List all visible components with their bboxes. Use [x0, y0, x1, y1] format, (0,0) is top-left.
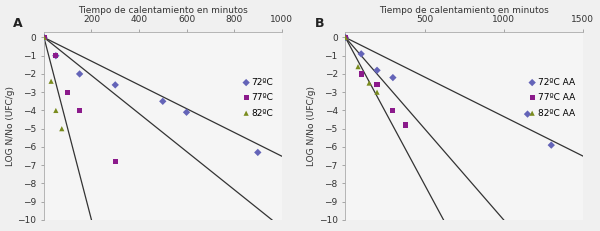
72ºC	[110, 83, 120, 87]
82ºC	[46, 79, 56, 83]
77ºC AA	[401, 123, 410, 127]
72ºC AA	[523, 112, 532, 116]
72ºC	[39, 36, 49, 39]
72ºC	[75, 72, 85, 76]
82ºC	[57, 127, 67, 131]
X-axis label: Tiempo de calentamiento en minutos: Tiempo de calentamiento en minutos	[78, 6, 248, 15]
77ºC	[63, 90, 73, 94]
77ºC	[75, 109, 85, 112]
Y-axis label: LOG N/No (UFC/g): LOG N/No (UFC/g)	[307, 86, 316, 166]
82ºC AA	[364, 81, 374, 85]
82ºC AA	[341, 36, 350, 39]
72ºC AA	[372, 68, 382, 72]
Y-axis label: LOG N/No (UFC/g): LOG N/No (UFC/g)	[5, 86, 14, 166]
Text: A: A	[13, 17, 23, 30]
77ºC AA	[388, 109, 398, 112]
82ºC AA	[372, 90, 382, 94]
82ºC AA	[353, 65, 363, 69]
72ºC AA	[547, 143, 556, 147]
X-axis label: Tiempo de calentamiento en minutos: Tiempo de calentamiento en minutos	[379, 6, 549, 15]
Text: B: B	[314, 17, 324, 30]
77ºC	[51, 54, 61, 58]
72ºC	[158, 100, 167, 103]
82ºC	[51, 109, 61, 112]
77ºC	[110, 160, 120, 163]
72ºC	[51, 54, 61, 58]
82ºC	[39, 36, 49, 39]
72ºC AA	[341, 36, 350, 39]
72ºC	[253, 151, 263, 154]
77ºC AA	[341, 36, 350, 39]
77ºC AA	[372, 83, 382, 87]
72ºC AA	[388, 76, 398, 79]
Legend: 72ºC AA, 77ºC AA, 82ºC AA: 72ºC AA, 77ºC AA, 82ºC AA	[526, 74, 578, 121]
77ºC	[39, 36, 49, 39]
Legend: 72ºC, 77ºC, 82ºC: 72ºC, 77ºC, 82ºC	[240, 74, 277, 121]
77ºC AA	[356, 72, 366, 76]
72ºC AA	[356, 52, 366, 56]
72ºC	[182, 110, 191, 114]
